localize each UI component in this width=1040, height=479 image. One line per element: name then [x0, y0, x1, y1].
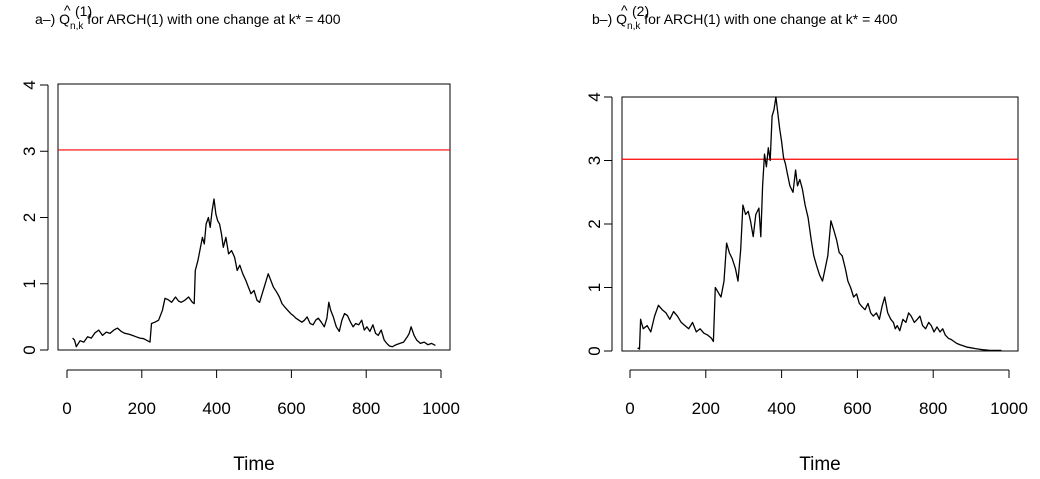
y-tick-label: 2 [20, 213, 39, 222]
x-tick-label: 1000 [990, 399, 1028, 418]
x-tick-label: 800 [352, 399, 380, 418]
x-axis-label: Time [799, 454, 841, 475]
x-tick-label: 600 [277, 399, 305, 418]
title-hat: ^ [621, 2, 628, 18]
title-subscript: n,k [70, 21, 84, 32]
x-tick-label: 0 [625, 399, 634, 418]
x-tick-label: 400 [767, 399, 795, 418]
y-tick-label: 1 [20, 279, 39, 288]
series-line [637, 96, 1002, 352]
x-tick-label: 800 [919, 399, 947, 418]
plot-frame [57, 83, 451, 351]
y-tick-label: 3 [20, 147, 39, 156]
title-suffix: for ARCH(1) with one change at k* = 400 [640, 11, 897, 27]
title-prefix: b–) [592, 11, 616, 27]
title-superscript: (1) [75, 3, 92, 19]
title-hat: ^ [64, 2, 71, 18]
y-tick-label: 4 [585, 92, 604, 101]
title-prefix: a–) [35, 11, 59, 27]
title-suffix: for ARCH(1) with one change at k* = 400 [83, 11, 340, 27]
y-tick-label: 3 [585, 156, 604, 165]
y-tick-label: 1 [585, 283, 604, 292]
x-tick-label: 400 [202, 399, 230, 418]
y-tick-label: 0 [585, 346, 604, 355]
x-tick-label: 200 [692, 399, 720, 418]
x-tick-label: 600 [843, 399, 871, 418]
y-tick-label: 0 [20, 345, 39, 354]
x-tick-label: 1000 [422, 399, 460, 418]
chart-title: a–) Qn,k for ARCH(1) with one change at … [35, 11, 341, 32]
title-subscript: n,k [627, 21, 641, 32]
plot-frame [621, 96, 1019, 352]
chart-title: b–) Qn,k for ARCH(1) with one change at … [592, 11, 898, 32]
panel-b: b–) Qn,k for ARCH(1) with one change at … [585, 2, 1028, 475]
x-tick-label: 0 [62, 399, 71, 418]
title-superscript: (2) [632, 3, 649, 19]
y-tick-label: 2 [585, 219, 604, 228]
x-axis-label: Time [233, 454, 275, 475]
panel-a: a–) Qn,k for ARCH(1) with one change at … [20, 2, 460, 475]
x-tick-label: 200 [128, 399, 156, 418]
series-line [72, 198, 436, 348]
title-symbol: Q [59, 11, 70, 27]
title-symbol: Q [616, 11, 627, 27]
y-tick-label: 4 [20, 80, 39, 89]
